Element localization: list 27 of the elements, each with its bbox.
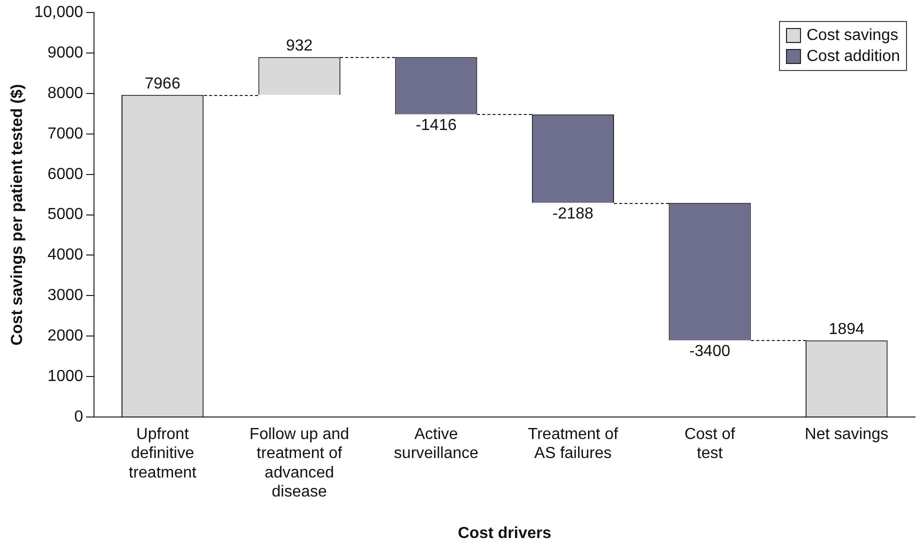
y-tick-label: 4000: [48, 246, 84, 264]
y-tick-label: 2000: [48, 328, 84, 345]
y-tick-label: 5000: [48, 206, 84, 224]
y-tick-label: 7000: [48, 125, 84, 142]
y-tick-label: 8000: [48, 84, 84, 102]
x-tick-label: Treatment of AS failures: [528, 426, 619, 462]
data-label: 932: [286, 38, 313, 55]
data-label: 7966: [144, 75, 180, 92]
data-label: 1894: [828, 320, 864, 338]
y-tick-label: 1000: [48, 368, 84, 385]
y-tick-label: 0: [74, 408, 84, 426]
x-tick-label: Cost of test: [684, 426, 736, 462]
x-tick-label: Active surveillance: [394, 426, 479, 462]
x-tick-label: Follow up and treatment of advanced disease: [250, 426, 350, 501]
data-label: -1416: [416, 116, 457, 134]
y-tick-label: 3000: [48, 287, 84, 304]
legend-label: Cost savings: [806, 26, 898, 46]
y-axis-title: Cost savings per patient tested ($): [9, 84, 26, 346]
data-label: -3400: [689, 342, 730, 360]
y-tick-label: 9000: [48, 44, 84, 62]
y-tick-label: 10,000: [34, 4, 84, 22]
x-tick-label: Upfront definitive treatment: [128, 426, 197, 482]
legend-label: Cost addition: [806, 46, 900, 67]
data-label: -2188: [552, 205, 594, 222]
y-tick-label: 6000: [48, 166, 84, 183]
x-axis-title: Cost drivers: [458, 524, 552, 542]
x-tick-label: Net savings: [804, 426, 888, 444]
